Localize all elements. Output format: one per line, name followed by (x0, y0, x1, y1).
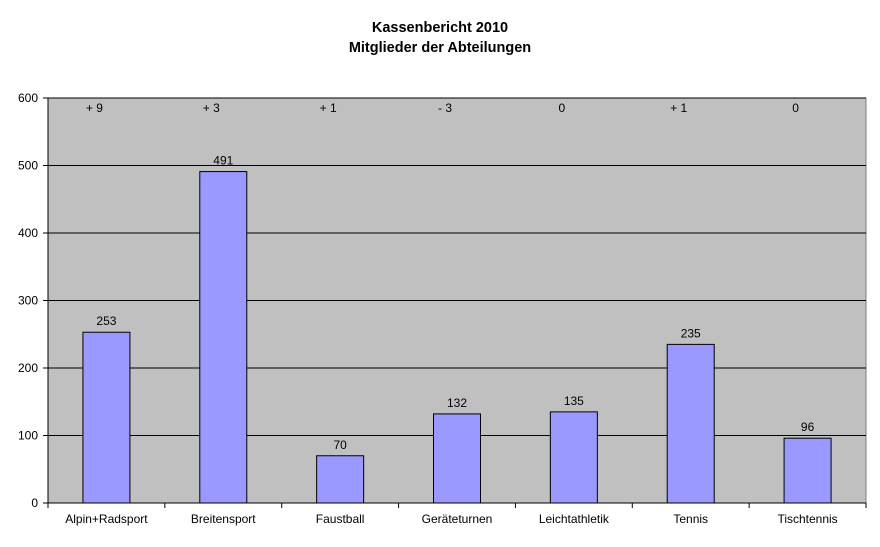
y-tick-label: 300 (18, 294, 38, 308)
bar-ger-teturnen (433, 413, 481, 504)
x-tick-label: Faustball (316, 512, 365, 526)
bar-breitensport (199, 171, 248, 504)
x-tick-label: Breitensport (191, 512, 256, 526)
chart-title: Kassenbericht 2010 (371, 20, 509, 36)
bar-tischtennis (783, 437, 832, 504)
y-tick-label: 400 (18, 226, 38, 240)
bar-tennis (666, 343, 715, 504)
data-label: 96 (801, 420, 815, 434)
change-annotation: 0 (792, 101, 799, 115)
data-label: 70 (333, 438, 347, 452)
data-label: 253 (96, 314, 116, 328)
y-tick-label: 100 (18, 429, 38, 443)
data-label: 235 (681, 326, 701, 340)
x-tick-label: Geräteturnen (422, 512, 493, 526)
change-annotation: + 1 (320, 101, 337, 115)
y-tick-label: 500 (18, 159, 38, 173)
x-tick-label: Alpin+Radsport (65, 512, 148, 526)
y-tick-label: 600 (18, 91, 38, 105)
data-label: 132 (447, 396, 467, 410)
bar-alpin-radsport (82, 331, 131, 504)
change-annotation: + 1 (670, 101, 687, 115)
bar-leichtathletik (549, 411, 598, 504)
x-tick-label: Leichtathletik (539, 512, 610, 526)
change-annotation: 0 (559, 101, 566, 115)
x-tick-label: Tischtennis (777, 512, 837, 526)
x-tick-label: Tennis (673, 512, 708, 526)
data-label: 135 (564, 394, 584, 408)
y-tick-label: 0 (31, 496, 38, 510)
change-annotation: + 3 (203, 101, 220, 115)
change-annotation: + 9 (86, 101, 103, 115)
chart-subtitle: Mitglieder der Abteilungen (348, 40, 532, 56)
y-tick-label: 200 (18, 361, 38, 375)
bar-faustball (316, 455, 365, 504)
change-annotation: - 3 (438, 101, 452, 115)
data-label: 491 (213, 154, 233, 168)
